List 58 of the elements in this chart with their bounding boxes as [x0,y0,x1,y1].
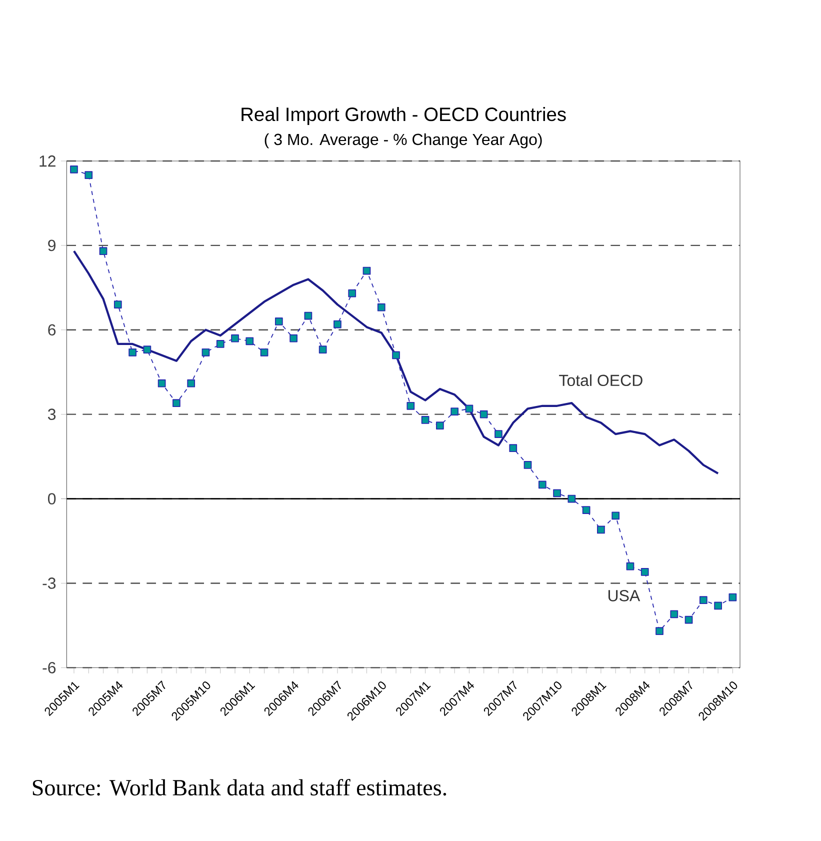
point [114,300,122,308]
point [392,351,400,360]
y-tick-label: 9 [48,240,56,252]
point [626,562,634,570]
series-label: Total OECD [559,374,642,386]
point [465,404,474,413]
point [143,346,152,354]
point [538,480,546,489]
y-tick-label: 6 [48,324,56,336]
point [260,348,268,356]
y-tick-label: -3 [42,578,56,589]
point [699,596,708,604]
series-label: USA [608,590,640,602]
point [670,610,678,618]
chart-subtitle: ( 3 Mo. Average - % Change Year Ago) [264,133,542,148]
point [684,616,693,624]
point [172,399,180,408]
point [480,410,488,418]
point [524,461,532,469]
point [70,166,78,174]
y-tick-label: 0 [48,493,56,504]
point [436,422,444,430]
point [612,512,620,520]
point [553,489,561,498]
point [187,379,196,388]
point [494,430,502,438]
chart-title: Real Import Growth - OECD Countries [242,107,566,125]
y-tick-label: 12 [40,155,56,167]
point [318,346,327,354]
point [509,444,518,452]
point [714,602,722,610]
point [128,348,136,356]
point [99,247,108,256]
point [421,416,430,424]
point [246,337,254,346]
point [640,568,649,576]
point [304,312,312,320]
point [274,318,283,326]
point [334,320,342,328]
point [728,593,737,602]
point [597,526,605,534]
point [348,289,356,298]
point [450,408,459,416]
point [290,334,298,342]
point [656,627,664,636]
point [202,348,210,356]
y-tick-label: -6 [42,662,56,674]
point [568,494,576,503]
point [406,402,415,410]
point [362,266,371,275]
point [84,171,93,180]
point [216,340,224,348]
point [377,303,386,312]
y-tick-label: 3 [48,408,56,420]
point [231,334,239,342]
source-note: Source: World Bank data and staff estimates. [32,779,446,796]
point [582,506,590,514]
point [158,379,166,388]
